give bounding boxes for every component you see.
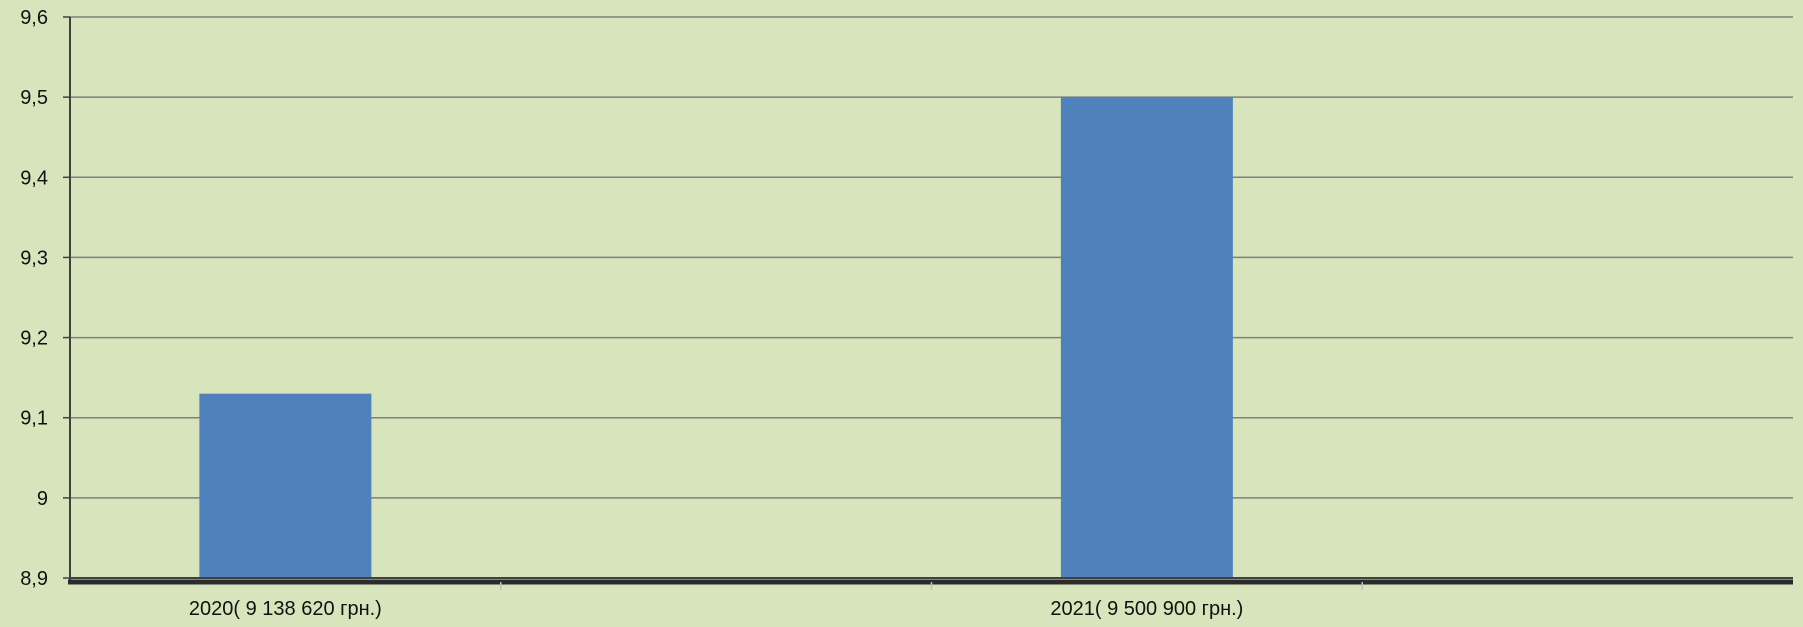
y-tick-label: 9,2 — [20, 328, 48, 350]
bar-1 — [1060, 97, 1233, 579]
x-tick-labels: 2020( 9 138 620 грн.) 2021( 9 500 900 грн… — [189, 598, 1243, 620]
axes — [63, 16, 1793, 590]
x-tick-label: 2021( 9 500 900 грн.) — [1050, 598, 1243, 620]
y-tick-label: 9,4 — [20, 167, 48, 189]
bar-0 — [199, 393, 372, 578]
y-tick-label: 9,5 — [20, 87, 48, 109]
y-tick-label: 9 — [37, 488, 48, 510]
bars — [199, 97, 1233, 579]
y-tick-labels: 8,9 9 9,1 9,2 9,3 9,4 9,5 9,6 — [20, 7, 48, 590]
y-tick-label: 9,1 — [20, 408, 48, 430]
y-tick-label: 8,9 — [20, 568, 48, 590]
y-tick-label: 9,3 — [20, 247, 48, 269]
x-tick-label: 2020( 9 138 620 грн.) — [189, 598, 382, 620]
y-tick-label: 9,6 — [20, 7, 48, 29]
